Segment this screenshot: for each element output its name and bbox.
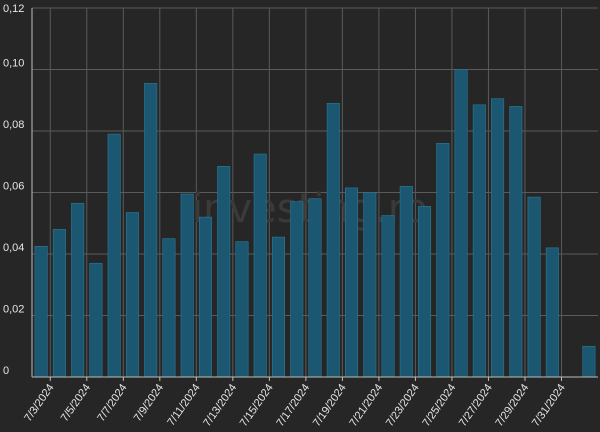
bar	[326, 103, 340, 378]
x-tick-label: 7/17/2024	[274, 382, 312, 429]
bar	[418, 206, 432, 378]
bar	[71, 202, 85, 378]
y-axis-ticks: 0 0,02 0,04 0,06 0,08 0,10 0,12	[3, 3, 24, 377]
x-tick-label: 7/3/2024	[22, 382, 56, 424]
x-tick-label: 7/9/2024	[132, 382, 166, 424]
grid	[32, 7, 598, 378]
bar	[308, 198, 322, 378]
y-tick-label: 0,06	[3, 181, 24, 193]
x-tick-label: 7/11/2024	[165, 382, 202, 428]
axes	[31, 8, 598, 378]
x-tick-label: 7/25/2024	[420, 382, 458, 429]
bar	[527, 196, 541, 378]
bar	[399, 186, 413, 378]
x-tick-label: 7/19/2024	[311, 382, 349, 429]
x-tick-label: 7/7/2024	[95, 382, 129, 424]
bar	[162, 238, 176, 378]
x-axis-ticks: 7/3/2024 7/5/2024 7/7/2024 7/9/2024 7/11/202…	[22, 377, 568, 429]
bar	[253, 153, 267, 378]
bar	[345, 187, 359, 378]
bar	[509, 106, 523, 378]
bar	[436, 143, 450, 378]
bar	[290, 201, 304, 378]
bar	[125, 212, 139, 378]
bar	[89, 262, 103, 378]
y-tick-label: 0,02	[3, 304, 24, 316]
bars	[34, 69, 596, 378]
bar	[363, 192, 377, 378]
bar	[144, 83, 158, 378]
y-tick-label: 0,04	[3, 242, 24, 254]
bar	[472, 104, 486, 378]
x-tick-label: 7/21/2024	[347, 382, 385, 429]
bar	[454, 69, 468, 378]
x-tick-label: 7/27/2024	[457, 382, 495, 429]
bar	[545, 247, 559, 378]
bar	[107, 133, 121, 378]
bar	[180, 193, 194, 378]
bar	[271, 236, 285, 378]
bar	[52, 229, 66, 378]
bar	[217, 166, 231, 378]
y-tick-label: 0,10	[3, 58, 24, 70]
bar	[34, 246, 48, 378]
x-tick-label: 7/29/2024	[493, 382, 531, 429]
x-tick-label: 7/13/2024	[201, 382, 239, 429]
bar	[381, 215, 395, 378]
y-tick-label: 0	[3, 365, 9, 377]
y-tick-label: 0,12	[3, 3, 24, 15]
y-tick-label: 0,08	[3, 119, 24, 131]
x-tick-label: 7/15/2024	[238, 382, 276, 429]
bar	[235, 241, 249, 378]
bar	[198, 216, 212, 378]
x-tick-label: 7/23/2024	[384, 382, 422, 429]
x-tick-label: 7/31/2024	[530, 382, 568, 429]
bar	[582, 345, 596, 378]
bar	[491, 98, 505, 378]
x-tick-label: 7/5/2024	[59, 382, 93, 424]
